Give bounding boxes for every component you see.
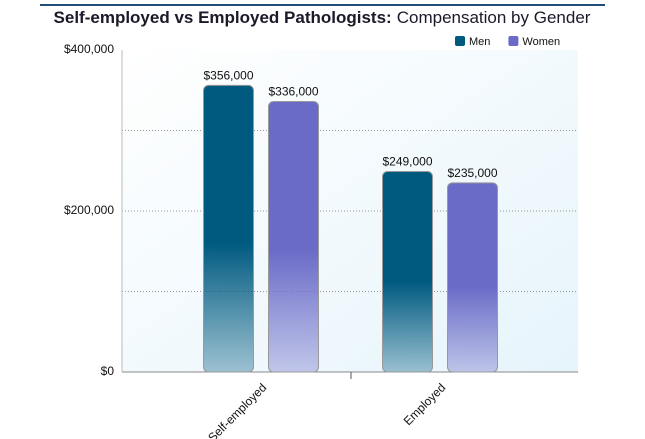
y-tick-label: $400,000 [64, 42, 114, 56]
y-tick-label: $200,000 [64, 203, 114, 217]
legend-label: Men [469, 36, 490, 48]
value-label: $336,000 [268, 85, 318, 99]
x-tick-label: Employed [401, 380, 449, 428]
x-tick-label: Self-employed [205, 380, 269, 439]
bar [382, 171, 433, 373]
legend-swatch [508, 36, 519, 46]
value-label: $356,000 [203, 69, 253, 83]
value-label: $249,000 [382, 155, 432, 169]
y-tick-label: $0 [101, 364, 115, 378]
bar [268, 101, 319, 373]
legend-swatch [455, 36, 465, 46]
value-label: $235,000 [447, 166, 497, 180]
title-normal: Compensation by Gender [397, 8, 591, 27]
chart-title: Self-employed vs Employed Pathologists: C… [54, 8, 591, 27]
legend-label: Women [522, 36, 560, 48]
title-bold: Self-employed vs Employed Pathologists: [54, 8, 392, 27]
bar [447, 182, 498, 373]
bar [203, 84, 254, 373]
